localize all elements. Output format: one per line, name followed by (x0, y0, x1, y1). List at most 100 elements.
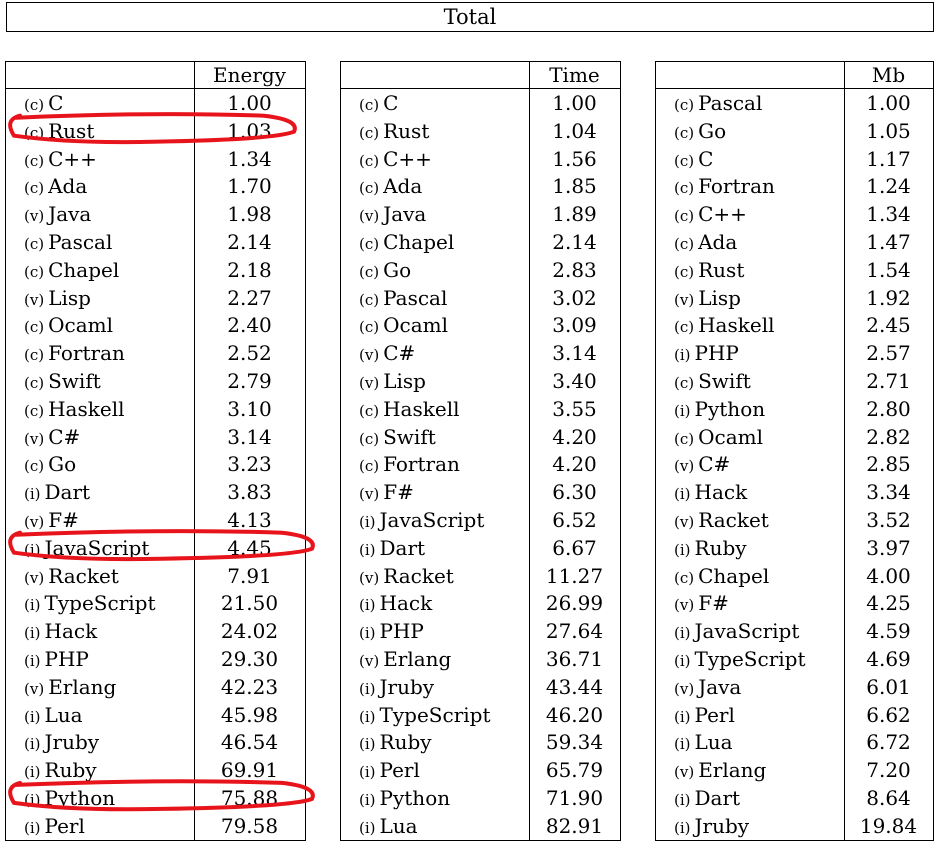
language-cell: (i) Perl (24, 812, 85, 842)
language-cell: (i) JavaScript (24, 534, 149, 564)
value-cell: 1.92 (866, 285, 911, 310)
value-cell: 6.72 (866, 730, 911, 755)
paradigm-tag: (v) (359, 485, 380, 504)
language-cell: (v) F# (359, 478, 414, 508)
table-row: (i) Lua 82.91 (341, 812, 620, 840)
language-name: C (383, 91, 399, 115)
language-name: Ocaml (48, 313, 113, 338)
value-cell: 1.03 (227, 118, 272, 143)
paradigm-tag: (c) (24, 346, 45, 365)
value-cell: 79.58 (220, 813, 279, 838)
language-cell: (c) Fortran (24, 339, 125, 369)
table-row: (i) PHP 29.30 (6, 645, 305, 673)
value-cell: 1.56 (552, 146, 597, 171)
language-name: JavaScript (379, 508, 485, 532)
table-row: (i) Jruby 19.84 (656, 812, 933, 840)
table-row: (v) C# 2.85 (656, 450, 933, 478)
paradigm-tag: (i) (24, 735, 41, 754)
paradigm-tag: (v) (359, 346, 380, 365)
value-cell: 21.50 (220, 591, 279, 616)
language-name: C++ (698, 202, 747, 227)
language-cell: (i) Hack (24, 617, 97, 647)
language-cell: (i) Lua (24, 701, 83, 731)
table-row: (i) Hack 24.02 (6, 617, 305, 645)
value-cell: 2.82 (866, 424, 911, 449)
language-cell: (c) Go (24, 450, 76, 480)
language-cell: (c) C (359, 89, 398, 119)
paradigm-tag: (i) (674, 401, 691, 420)
language-cell: (c) Go (359, 256, 411, 286)
table-row: (v) Java 6.01 (656, 673, 933, 701)
table-row: (i) Jruby 43.44 (341, 673, 620, 701)
value-cell: 26.99 (545, 591, 604, 616)
value-cell: 1.00 (552, 91, 597, 115)
paradigm-tag: (v) (24, 679, 45, 698)
language-cell: (c) C (674, 145, 713, 175)
value-cell: 1.98 (227, 202, 272, 227)
language-name: Go (698, 118, 727, 143)
language-cell: (c) Fortran (674, 172, 775, 202)
table-row: (v) C# 3.14 (6, 423, 305, 451)
language-name: Ruby (44, 758, 97, 783)
value-cell: 1.05 (866, 118, 911, 143)
value-cell: 2.14 (227, 230, 272, 254)
language-cell: (v) Java (674, 673, 741, 703)
language-name: Rust (383, 118, 430, 143)
language-name: Ada (698, 230, 738, 254)
language-cell: (v) Racket (674, 506, 769, 536)
column-divider (529, 62, 530, 840)
language-name: Perl (44, 813, 85, 838)
value-cell: 43.44 (545, 674, 604, 699)
paradigm-tag: (i) (24, 624, 41, 643)
table-row: (v) Lisp 2.27 (6, 284, 305, 312)
paradigm-tag: (c) (24, 401, 45, 420)
value-cell: 75.88 (220, 786, 279, 810)
language-cell: (v) Java (24, 200, 91, 230)
table-row: (c) Ocaml 3.09 (341, 311, 620, 339)
language-name: Perl (694, 702, 735, 727)
language-cell: (c) Fortran (359, 450, 460, 480)
table-row: (c) Pascal 1.00 (656, 89, 933, 117)
language-cell: (c) Ada (674, 228, 737, 258)
language-name: C++ (383, 146, 432, 171)
paradigm-tag: (i) (24, 763, 41, 782)
language-cell: (i) Perl (359, 756, 420, 786)
language-name: TypeScript (379, 702, 491, 727)
value-cell: 4.59 (866, 619, 911, 644)
language-name: Python (379, 786, 451, 810)
language-name: C# (48, 424, 81, 449)
value-cell: 4.13 (227, 508, 272, 532)
paradigm-tag: (c) (359, 262, 380, 281)
value-cell: 27.64 (545, 619, 604, 644)
value-cell: 4.20 (552, 424, 597, 449)
table-row: (c) Rust 1.54 (656, 256, 933, 284)
language-cell: (c) Go (674, 117, 726, 147)
language-name: Racket (383, 563, 454, 588)
language-name: Fortran (698, 174, 775, 199)
table-row: (v) F# 4.13 (6, 506, 305, 534)
paradigm-tag: (i) (674, 485, 691, 504)
paradigm-tag: (v) (24, 290, 45, 309)
language-name: Swift (383, 424, 436, 449)
language-name: Python (694, 396, 766, 421)
paradigm-tag: (c) (674, 568, 695, 587)
language-name: Chapel (48, 257, 120, 282)
language-name: Ruby (379, 730, 432, 755)
table-row: (c) Haskell 2.45 (656, 311, 933, 339)
value-cell: 2.79 (227, 369, 272, 393)
paradigm-tag: (c) (359, 96, 380, 114)
language-cell: (i) TypeScript (24, 589, 156, 619)
paradigm-tag: (c) (674, 429, 695, 448)
table-row: (c) C++ 1.56 (341, 145, 620, 173)
paradigm-tag: (i) (674, 707, 691, 726)
language-cell: (i) Ruby (359, 728, 432, 758)
table-row: (i) Ruby 3.97 (656, 534, 933, 562)
language-name: Jruby (694, 813, 750, 838)
value-cell: 3.09 (552, 313, 597, 338)
language-cell: (v) Racket (359, 562, 454, 592)
paradigm-tag: (v) (24, 429, 45, 448)
paradigm-tag: (i) (674, 652, 691, 670)
language-cell: (i) Python (24, 784, 115, 814)
language-cell: (c) Haskell (359, 395, 460, 425)
value-cell: 69.91 (220, 758, 279, 783)
